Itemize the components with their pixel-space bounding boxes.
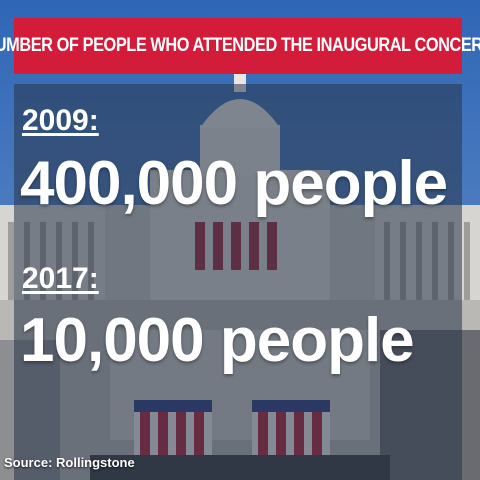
year-label-2017: 2017:: [22, 262, 99, 295]
attendance-count-2017: 10,000 people: [20, 306, 415, 375]
attendance-count-2009: 400,000 people: [20, 149, 448, 218]
dark-overlay-panel: [14, 84, 462, 480]
year-label-2009: 2009:: [22, 104, 99, 137]
title-banner: NUMBER OF PEOPLE WHO ATTENDED THE INAUGU…: [0, 18, 480, 74]
source-credit: Source: Rollingstone: [4, 455, 135, 470]
banner-title: NUMBER OF PEOPLE WHO ATTENDED THE INAUGU…: [0, 35, 480, 56]
